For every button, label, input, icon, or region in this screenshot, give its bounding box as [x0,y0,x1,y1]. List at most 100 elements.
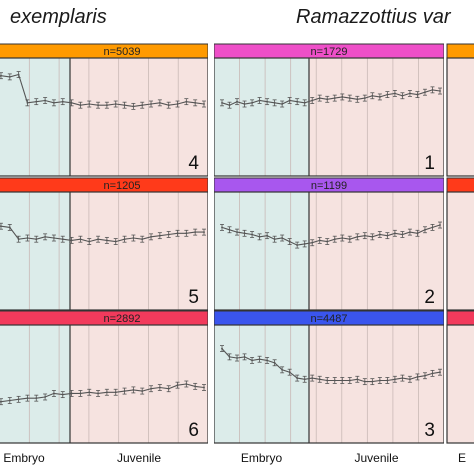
data-point [53,237,55,239]
data-point [114,391,117,394]
expression-line [221,89,441,106]
data-point [281,368,284,371]
data-point [326,240,329,243]
data-point [311,241,314,244]
data-point [326,379,329,382]
data-point [303,101,306,104]
data-point [158,234,161,237]
data-point [228,355,231,358]
data-point [401,94,404,97]
data-point [123,104,126,107]
data-point [311,99,314,102]
data-point [88,240,91,243]
data-point [318,97,321,100]
data-point [243,103,246,105]
embryo-region [0,192,70,310]
data-point [416,376,419,378]
data-point [266,359,269,362]
panel-right-3: n=4487 3 [214,310,444,444]
data-point [0,400,2,403]
data-point [221,347,223,350]
data-point [53,101,55,104]
data-point [236,100,238,103]
data-point [363,234,366,237]
data-point [167,233,170,236]
data-point [348,379,351,382]
panel-header-count: n=4487 [310,313,347,325]
cropped-panel-body [446,324,474,444]
panel-left-1: n=5039 4 [0,43,208,177]
data-point [424,228,426,231]
data-point [378,96,381,98]
data-point [35,397,38,400]
data-point [203,231,205,234]
data-point [341,237,344,239]
data-point [296,244,299,247]
cropped-panel-body [446,191,474,311]
data-point [17,238,20,241]
data-point [378,379,381,382]
cluster-number: 4 [188,153,199,174]
expression-line [0,73,205,107]
data-point [17,73,20,76]
data-point [303,243,306,245]
juvenile-region [70,58,208,176]
panel-header-count: n=5039 [103,46,140,58]
data-point [439,90,441,92]
data-point [439,371,441,374]
data-point [44,235,47,238]
data-point [141,104,144,107]
data-point [17,398,20,401]
data-point [416,232,419,235]
data-point [318,378,321,381]
data-point [185,232,188,235]
data-point [356,235,359,238]
panel-right-2: n=1199 2 [214,177,444,311]
data-point [288,371,291,374]
data-point [79,104,82,107]
data-point [70,101,73,104]
panel-frame [0,191,208,311]
data-point [203,103,205,105]
data-point [348,238,351,241]
data-point [114,103,117,105]
expression-line [0,383,205,403]
panel-frame [0,57,208,177]
data-point [431,226,434,229]
data-point [70,392,73,395]
data-point [167,104,170,107]
data-point [185,383,188,385]
cropped-panel-header [446,310,474,326]
right-species-title: Ramazzottius var [296,6,451,28]
data-point [273,101,276,104]
data-point [266,234,269,237]
data-point [176,103,179,105]
data-point [258,235,261,238]
data-point [35,238,38,241]
data-point [424,91,426,94]
data-point [0,74,2,77]
expression-line [221,348,441,383]
panel-frame [214,191,444,311]
data-point [243,355,246,358]
panel-frame [214,324,444,444]
data-point [0,225,2,228]
panel-right-1: n=1729 1 [214,43,444,177]
data-point [8,75,11,78]
data-point [356,98,359,101]
data-point [416,93,419,96]
xlabel-embryo: Embryo [241,451,283,465]
data-point [409,92,411,95]
data-point [386,234,389,237]
data-point [303,378,306,381]
cropped-xlabel: E [458,451,466,465]
data-point [363,97,366,100]
data-point [431,88,434,91]
data-point [114,240,117,243]
data-point [8,399,11,402]
xlabel-embryo: Embryo [3,451,45,465]
data-point [79,392,82,395]
data-point [348,97,351,100]
data-point [341,96,344,98]
